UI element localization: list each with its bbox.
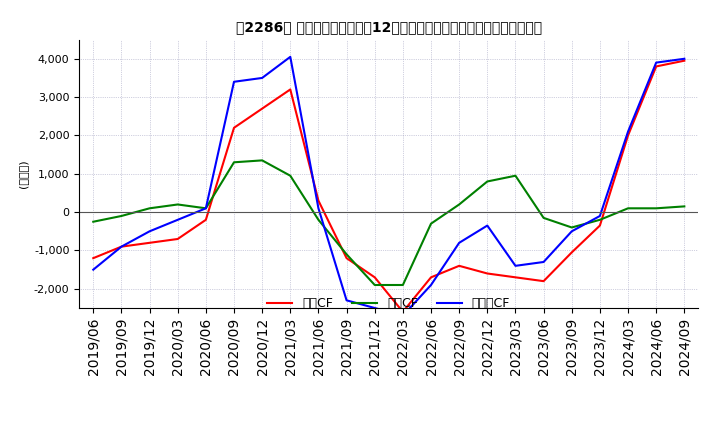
投資CF: [680, 204, 688, 209]
フリーCF: [286, 54, 294, 59]
営業CF: [230, 125, 238, 130]
営業CF: [89, 256, 98, 261]
営業CF: [455, 263, 464, 268]
投資CF: [370, 282, 379, 288]
投資CF: [483, 179, 492, 184]
フリーCF: [202, 205, 210, 211]
営業CF: [342, 256, 351, 261]
Line: 営業CF: 営業CF: [94, 61, 684, 312]
フリーCF: [230, 79, 238, 84]
投資CF: [595, 217, 604, 223]
フリーCF: [595, 213, 604, 219]
投資CF: [145, 205, 154, 211]
フリーCF: [258, 75, 266, 81]
営業CF: [370, 275, 379, 280]
投資CF: [202, 205, 210, 211]
営業CF: [511, 275, 520, 280]
営業CF: [286, 87, 294, 92]
営業CF: [174, 236, 182, 242]
投資CF: [427, 221, 436, 226]
営業CF: [117, 244, 126, 249]
フリーCF: [455, 240, 464, 246]
営業CF: [427, 275, 436, 280]
投資CF: [258, 158, 266, 163]
Line: フリーCF: フリーCF: [94, 57, 684, 315]
営業CF: [258, 106, 266, 111]
フリーCF: [399, 313, 408, 318]
フリーCF: [539, 259, 548, 264]
営業CF: [483, 271, 492, 276]
営業CF: [595, 223, 604, 228]
投資CF: [511, 173, 520, 178]
フリーCF: [511, 263, 520, 268]
投資CF: [399, 282, 408, 288]
投資CF: [89, 219, 98, 224]
投資CF: [624, 205, 632, 211]
営業CF: [567, 250, 576, 255]
フリーCF: [370, 305, 379, 311]
営業CF: [680, 58, 688, 63]
営業CF: [202, 217, 210, 223]
投資CF: [174, 202, 182, 207]
投資CF: [286, 173, 294, 178]
営業CF: [314, 198, 323, 203]
フリーCF: [567, 229, 576, 234]
営業CF: [652, 64, 660, 69]
フリーCF: [314, 205, 323, 211]
投資CF: [652, 205, 660, 211]
Legend: 営業CF, 投資CF, フリーCF: 営業CF, 投資CF, フリーCF: [263, 292, 515, 315]
フリーCF: [117, 244, 126, 249]
投資CF: [567, 225, 576, 230]
フリーCF: [483, 223, 492, 228]
フリーCF: [624, 129, 632, 134]
投資CF: [455, 202, 464, 207]
Line: 投資CF: 投資CF: [94, 160, 684, 285]
投資CF: [314, 217, 323, 223]
営業CF: [539, 279, 548, 284]
フリーCF: [342, 298, 351, 303]
投資CF: [230, 160, 238, 165]
営業CF: [145, 240, 154, 246]
フリーCF: [145, 229, 154, 234]
フリーCF: [680, 56, 688, 62]
投資CF: [539, 215, 548, 220]
営業CF: [399, 309, 408, 315]
Title: 【2286】 キャッシュフローの12か月移動合計の対前年同期増減額の推移: 【2286】 キャッシュフローの12か月移動合計の対前年同期増減額の推移: [235, 20, 542, 34]
Y-axis label: (百万円): (百万円): [18, 159, 28, 188]
営業CF: [624, 133, 632, 138]
投資CF: [342, 252, 351, 257]
フリーCF: [174, 217, 182, 223]
フリーCF: [427, 282, 436, 288]
投資CF: [117, 213, 126, 219]
フリーCF: [652, 60, 660, 65]
フリーCF: [89, 267, 98, 272]
